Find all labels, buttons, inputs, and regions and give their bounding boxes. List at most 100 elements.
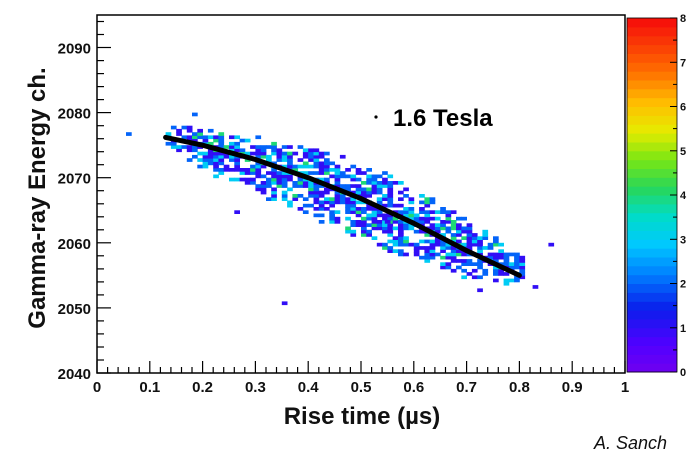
histogram-cell [202,138,209,143]
histogram-cell [376,220,383,224]
histogram-cell [229,135,235,140]
histogram-cell [234,141,240,146]
histogram-cell [450,236,457,240]
histogram-cell [387,229,394,234]
histogram-cell [313,164,320,169]
histogram-cell [229,145,235,149]
y-axis-label: Gamma-ray Energy ch. [24,67,51,328]
histogram-cell [287,174,293,179]
histogram-cell [276,181,283,185]
histogram-cell [408,226,415,231]
histogram-cell [387,187,394,192]
outlier-cell [532,285,539,289]
histogram-cell [419,200,425,205]
histogram-cell [239,177,246,182]
histogram-cells [126,112,555,306]
histogram-cell [376,223,383,227]
histogram-cell [398,233,404,237]
histogram-cell [334,181,341,185]
histogram-cell [382,229,388,234]
histogram-cell [318,164,325,169]
histogram-cell [477,259,483,263]
colorbar-band [627,256,677,267]
histogram-cell [519,262,526,266]
histogram-cell [382,226,388,231]
histogram-cell [281,145,288,149]
histogram-cell [329,174,335,179]
histogram-cell [302,203,309,208]
histogram-cell [440,226,446,231]
histogram-cell [297,158,304,162]
histogram-cell [271,148,277,153]
histogram-cell [429,255,436,260]
histogram-cell [324,151,330,156]
histogram-cell [260,145,267,149]
histogram-cell [339,197,346,201]
histogram-cell [445,242,452,247]
histogram-cell [424,249,431,253]
histogram-cell [392,220,399,224]
x-tick-label: 0.2 [192,379,213,396]
histogram-cell [366,216,372,221]
histogram-cell [514,265,520,270]
histogram-cell [213,161,219,166]
histogram-cell [519,268,526,273]
histogram-cell [366,213,372,218]
histogram-cell [329,203,335,208]
histogram-cell [350,210,357,214]
colorbar-band [627,115,677,125]
histogram-cell [419,239,425,244]
histogram-cell [493,278,499,283]
histogram-cell [519,265,526,270]
histogram-cell [266,171,272,175]
histogram-cell [213,151,219,156]
histogram-cell [266,197,272,201]
histogram-cell [287,187,293,192]
histogram-cell [429,226,436,231]
histogram-cell [445,265,452,270]
histogram-cell [229,168,235,172]
histogram-cell [308,190,314,195]
histogram-cell [382,246,388,250]
x-tick-label: 0 [93,379,101,396]
histogram-cell [477,262,483,266]
histogram-cell [334,164,341,169]
histogram-cell [339,171,346,175]
histogram-cell [334,190,341,195]
histogram-cell [192,135,198,140]
colorbar-band [627,301,677,311]
colorbar-band [627,354,677,364]
histogram-cell [202,151,209,156]
histogram-cell [345,207,351,211]
histogram-cell [413,216,420,221]
histogram-cell [255,151,262,156]
histogram-cell [308,184,314,188]
histogram-cell [376,174,383,179]
histogram-cell [355,200,362,205]
histogram-cell [271,181,277,185]
histogram-cell [382,223,388,227]
histogram-cell [350,207,357,211]
histogram-cell [450,220,457,224]
histogram-cell [477,246,483,250]
histogram-cell [318,213,325,218]
histogram-cell [255,145,262,149]
histogram-cell [419,229,425,234]
histogram-cell [519,255,526,260]
fit-curve [163,134,522,278]
histogram-cell [382,184,388,188]
histogram-cell [234,145,240,149]
histogram-cell [324,197,330,201]
histogram-cell [176,148,182,153]
histogram-cell [514,252,520,257]
histogram-cell [350,223,357,227]
histogram-cell [234,158,240,162]
histogram-cell [466,226,473,231]
colorbar-band [627,239,677,249]
histogram-cell [313,158,320,162]
x-tick-label: 0.3 [245,379,266,396]
histogram-cell [329,197,335,201]
histogram-cell [366,207,372,211]
histogram-cell [255,164,262,169]
histogram-cell [424,220,431,224]
